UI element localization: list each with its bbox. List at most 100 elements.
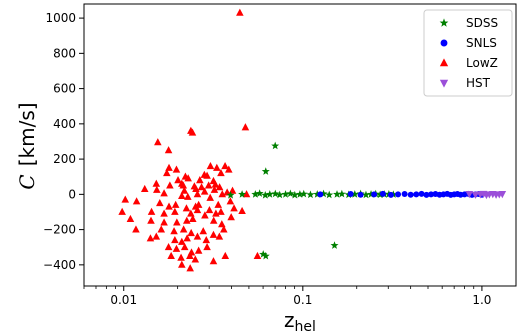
data-point [199,227,208,235]
data-point [180,243,189,251]
data-point [209,257,218,265]
data-point [156,198,164,207]
data-point [194,246,203,254]
data-point [319,189,328,198]
data-point [387,191,394,198]
data-point [214,200,223,208]
data-point [118,207,126,215]
data-point [191,255,200,263]
y-axis-label: C [km/s] [15,102,39,189]
data-point [213,163,221,171]
data-point [230,204,238,212]
data-point [171,207,179,215]
data-point [193,190,202,198]
data-point [152,179,161,187]
data-point [177,253,185,261]
data-point [317,191,324,198]
y-tick-label: 800 [53,46,76,60]
data-point [204,181,213,189]
data-point [170,227,178,235]
data-point [132,197,141,205]
data-point [196,176,204,184]
data-point [209,216,218,224]
data-point [261,191,270,199]
data-point [290,190,299,199]
data-point [325,190,334,199]
data-point [498,191,507,199]
data-point [167,251,175,259]
data-point [367,190,376,198]
data-point [401,190,408,197]
legend-label: HST [466,76,491,90]
data-point [160,218,168,226]
data-point [271,189,280,198]
data-point [361,190,370,199]
data-points [118,8,507,272]
y-axis-label-symbol: C [15,174,39,189]
data-point [337,189,346,198]
series-lowz [118,8,262,272]
x-tick-label: 1.0 [472,293,491,307]
y-tick-label: 400 [53,117,76,131]
data-point [275,190,284,199]
data-point [221,161,229,170]
legend-items: SDSS SNLS LowZ HST [439,16,498,90]
legend-item-sdss: SDSS [439,16,498,30]
data-point [238,190,247,198]
series-sdss [226,141,398,260]
x-axis-label: zhel [284,308,316,335]
data-point [165,202,173,210]
data-point [261,167,270,175]
data-point [471,191,480,199]
x-tick-label: 0.01 [110,293,137,307]
data-point [306,190,315,199]
legend-box [423,9,513,97]
data-point [172,165,181,173]
data-point [197,183,206,191]
data-point [174,176,182,184]
data-point [299,189,308,198]
data-point [259,250,268,258]
data-point [184,174,192,182]
data-point [217,207,225,215]
data-point [188,128,197,136]
data-point [253,251,262,259]
data-point [215,183,224,191]
data-point [226,197,235,205]
legend-label: SDSS [466,16,498,30]
data-point [152,232,161,240]
data-point [189,214,197,222]
legend-item-hst: HST [439,76,491,90]
data-point [350,190,359,198]
data-point [211,180,220,188]
data-point [173,218,181,226]
data-point [146,234,155,242]
data-point [166,181,174,189]
legend-marker [440,39,448,47]
data-point [265,190,274,198]
data-point [178,237,186,245]
data-point [184,192,192,200]
data-point [126,214,135,222]
data-point [357,191,364,198]
y-tick-label: 200 [53,152,76,166]
data-point [193,232,202,240]
data-point [347,190,354,197]
data-point [210,185,219,193]
data-point [163,169,171,177]
data-point [395,191,402,198]
data-point [187,209,195,217]
data-point [413,191,420,198]
data-point [206,161,215,170]
data-point [157,225,166,233]
data-point [407,191,414,198]
y-tick-label: 0 [68,187,76,201]
data-point [217,169,225,177]
y-tick-label: 1000 [45,11,76,25]
x-tick-label: 0.1 [293,293,312,307]
data-point [164,243,173,251]
data-point [140,184,149,193]
data-point [295,190,304,198]
data-point [281,190,290,198]
